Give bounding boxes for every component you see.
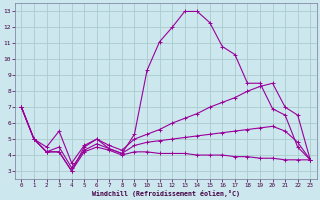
X-axis label: Windchill (Refroidissement éolien,°C): Windchill (Refroidissement éolien,°C) (92, 190, 240, 197)
